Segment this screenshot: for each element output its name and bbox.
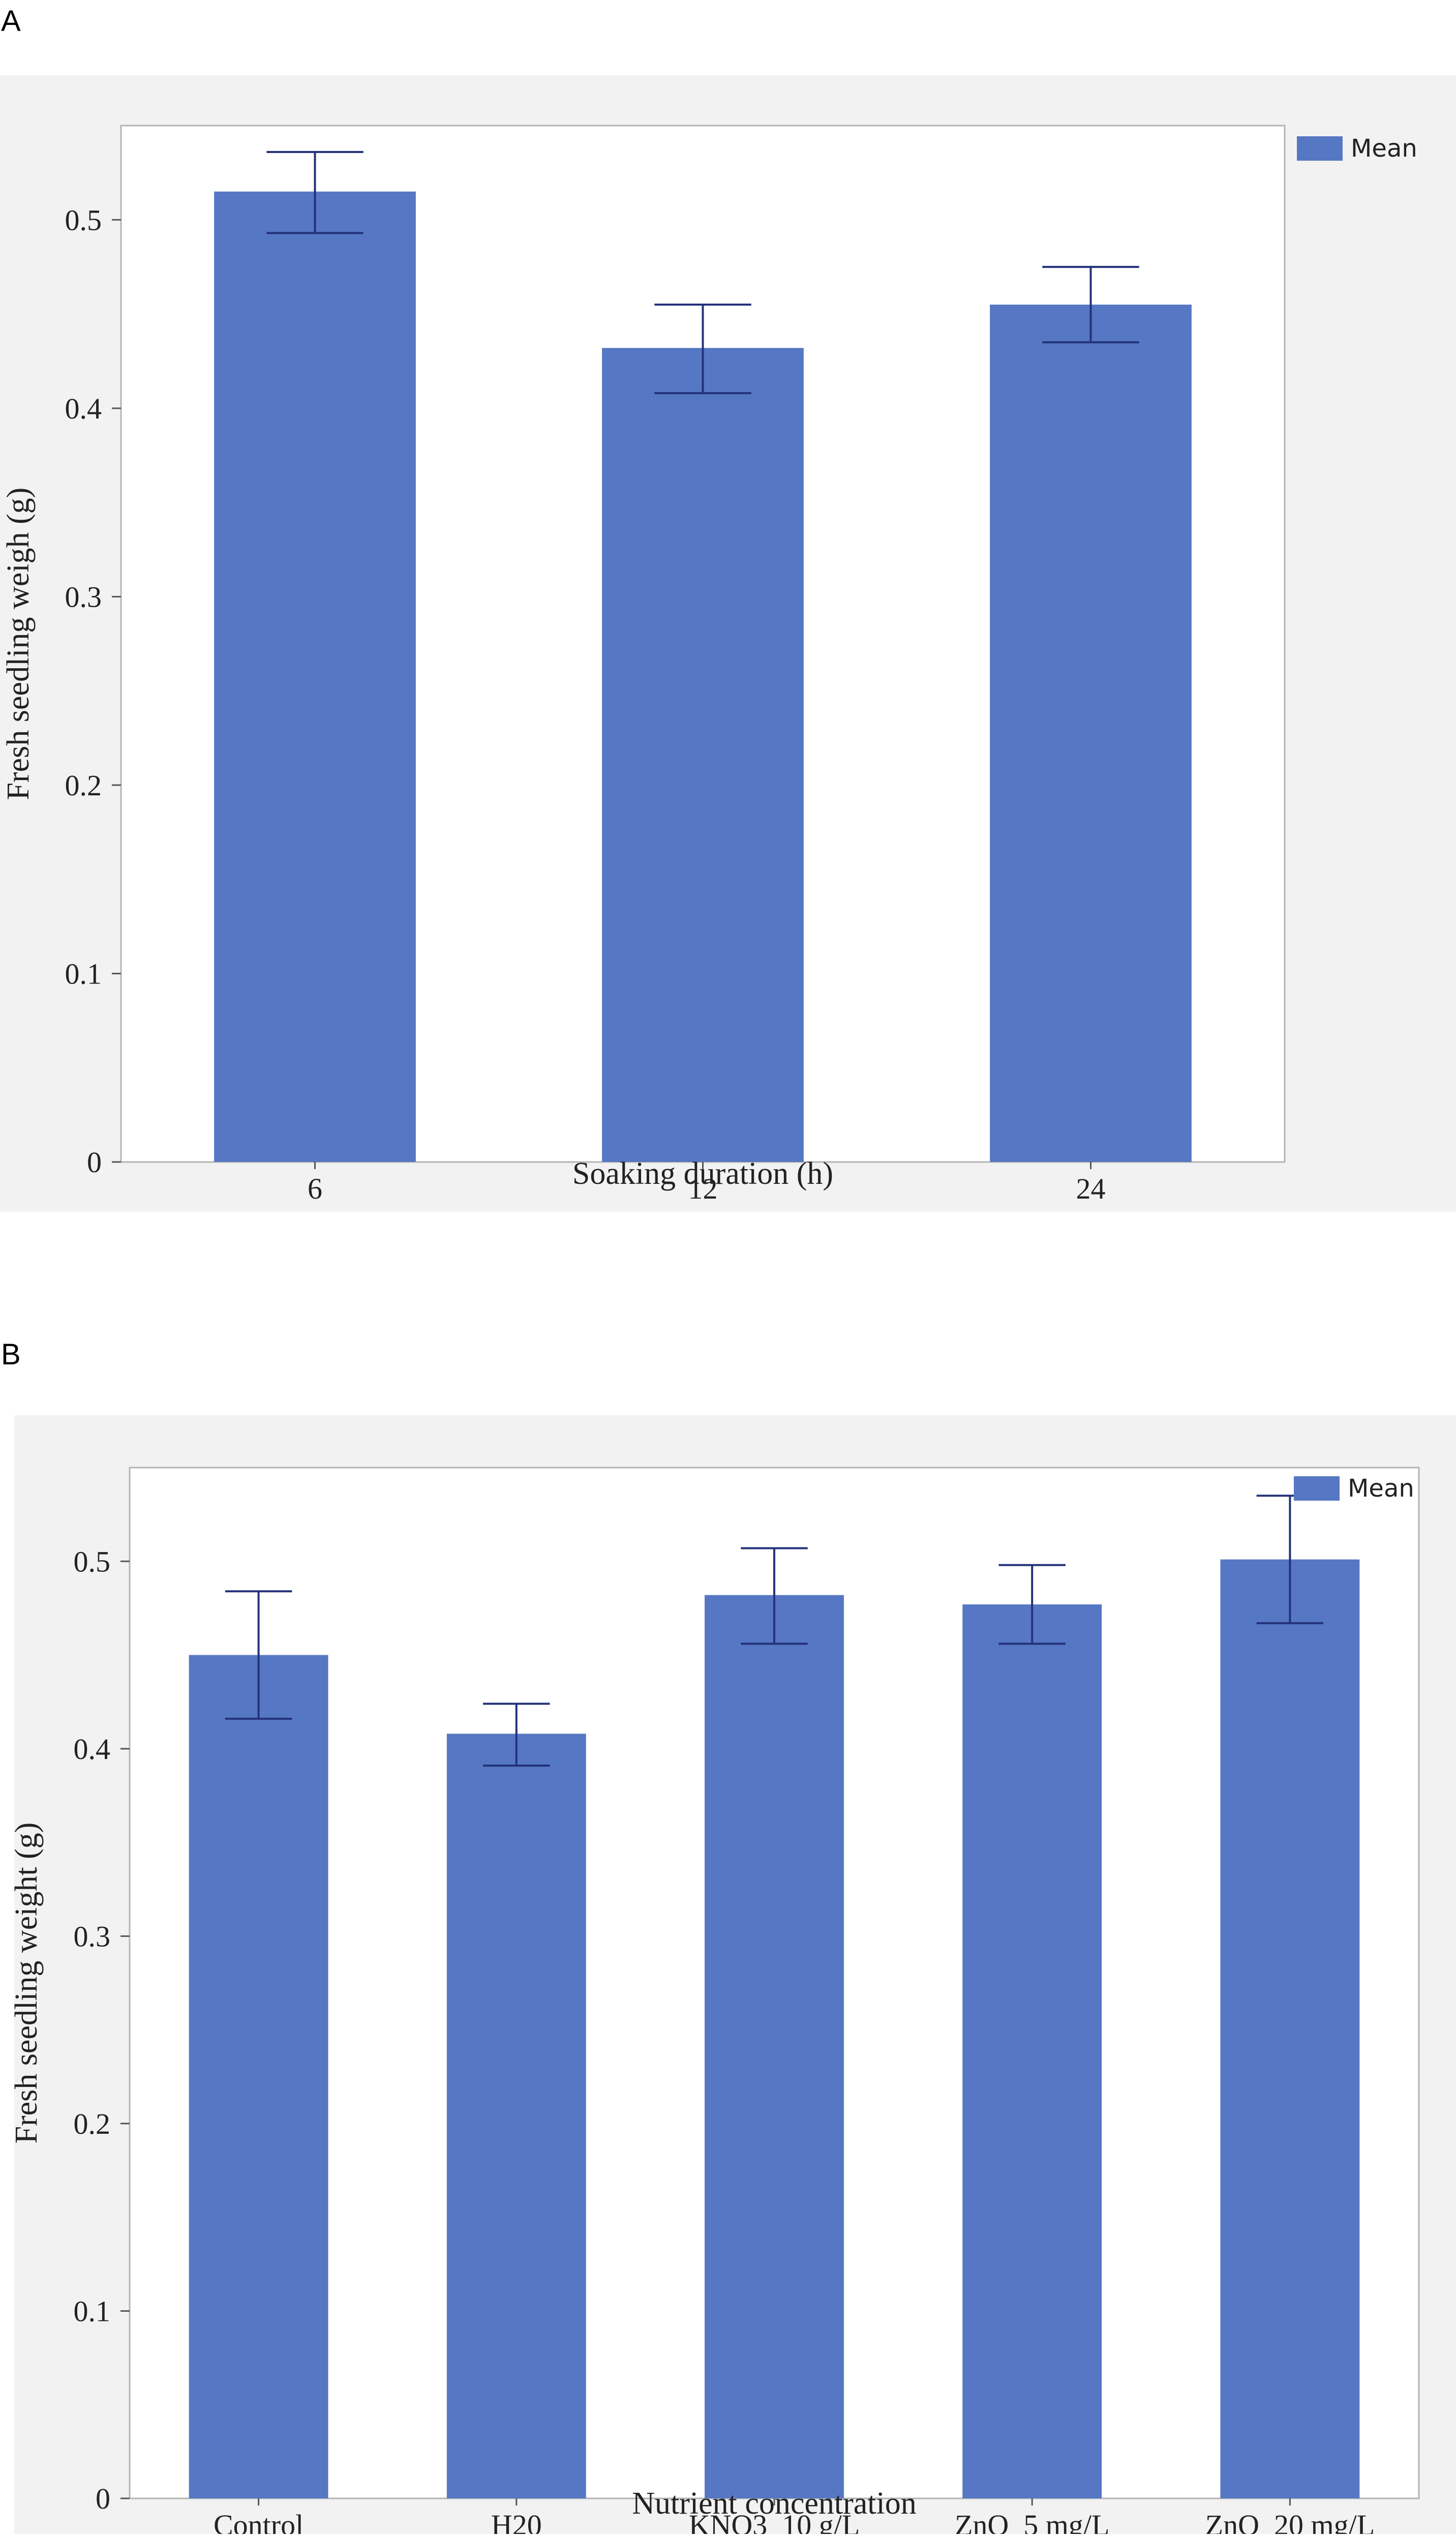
- chart-b-x-tick-label: ZnO_20 mg/L: [1205, 2509, 1375, 2534]
- chart-b-bar: [189, 1655, 328, 2498]
- chart-a-y-tick-label: 0.2: [65, 769, 102, 802]
- chart-b-x-tick-label: ZnO_5 mg/L: [955, 2509, 1109, 2534]
- chart-b-y-tick-label: 0.3: [74, 1920, 111, 1953]
- chart-a-y-axis-title: Fresh seedling weigh (g): [1, 488, 36, 800]
- chart-a-y-tick-label: 0.3: [65, 580, 102, 613]
- chart-a-y-tick-label: 0.1: [65, 957, 102, 990]
- chart-b-x-tick-label: KNO3_10 g/L: [689, 2509, 860, 2534]
- panel-b-label: B: [1, 1338, 21, 1371]
- chart-b-bar: [1220, 1559, 1360, 2498]
- chart-b-y-tick-label: 0: [96, 2482, 110, 2515]
- chart-a-bar: [990, 305, 1192, 1162]
- chart-a-y-tick-label: 0.5: [65, 203, 102, 236]
- chart-b-bar: [962, 1604, 1102, 2498]
- chart-b-y-tick-label: 0.4: [74, 1733, 111, 1766]
- chart-a-x-tick-label: 24: [1076, 1172, 1106, 1205]
- chart-b-bar: [705, 1595, 844, 2498]
- chart-b-y-axis-title: Fresh seedling weight (g): [9, 1823, 44, 2144]
- chart-b-x-tick-label: Control: [214, 2509, 304, 2534]
- chart-b-y-tick-label: 0.5: [74, 1545, 111, 1578]
- panel-a-label: A: [1, 5, 21, 38]
- chart-b: 0 0.1 0.2 0.3 0.4 0.5 Control H20 KNO3_10 g/L ZnO…: [9, 1415, 1456, 2534]
- chart-a-bar: [214, 191, 416, 1162]
- chart-a-x-tick-label: 12: [688, 1172, 718, 1205]
- chart-b-x-axis-title: Nutrient concentration: [632, 2486, 917, 2521]
- chart-a: 0 0.1 0.2 0.3 0.4 0.5 6 12 24 Soaking duration (h…: [0, 75, 1456, 1212]
- chart-a-x-tick-label: 6: [308, 1172, 322, 1205]
- chart-a-y-tick-label: 0.4: [65, 392, 102, 425]
- chart-a-legend-label: Mean: [1351, 134, 1417, 163]
- chart-b-y-tick-label: 0.2: [74, 2107, 111, 2140]
- chart-b-x-tick-label: H20: [491, 2509, 542, 2534]
- chart-a-bar: [602, 348, 804, 1162]
- chart-a-legend-swatch: [1297, 136, 1343, 161]
- chart-a-x-axis-title: Soaking duration (h): [572, 1156, 833, 1191]
- chart-a-y-tick-label: 0: [87, 1146, 102, 1179]
- chart-b-y-tick-label: 0.1: [74, 2294, 111, 2328]
- chart-b-legend-label: Mean: [1348, 1474, 1414, 1503]
- chart-b-legend-swatch: [1294, 1476, 1340, 1501]
- chart-b-bar: [446, 1734, 586, 2498]
